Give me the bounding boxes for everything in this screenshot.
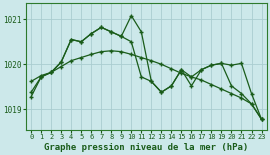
X-axis label: Graphe pression niveau de la mer (hPa): Graphe pression niveau de la mer (hPa): [44, 143, 248, 152]
